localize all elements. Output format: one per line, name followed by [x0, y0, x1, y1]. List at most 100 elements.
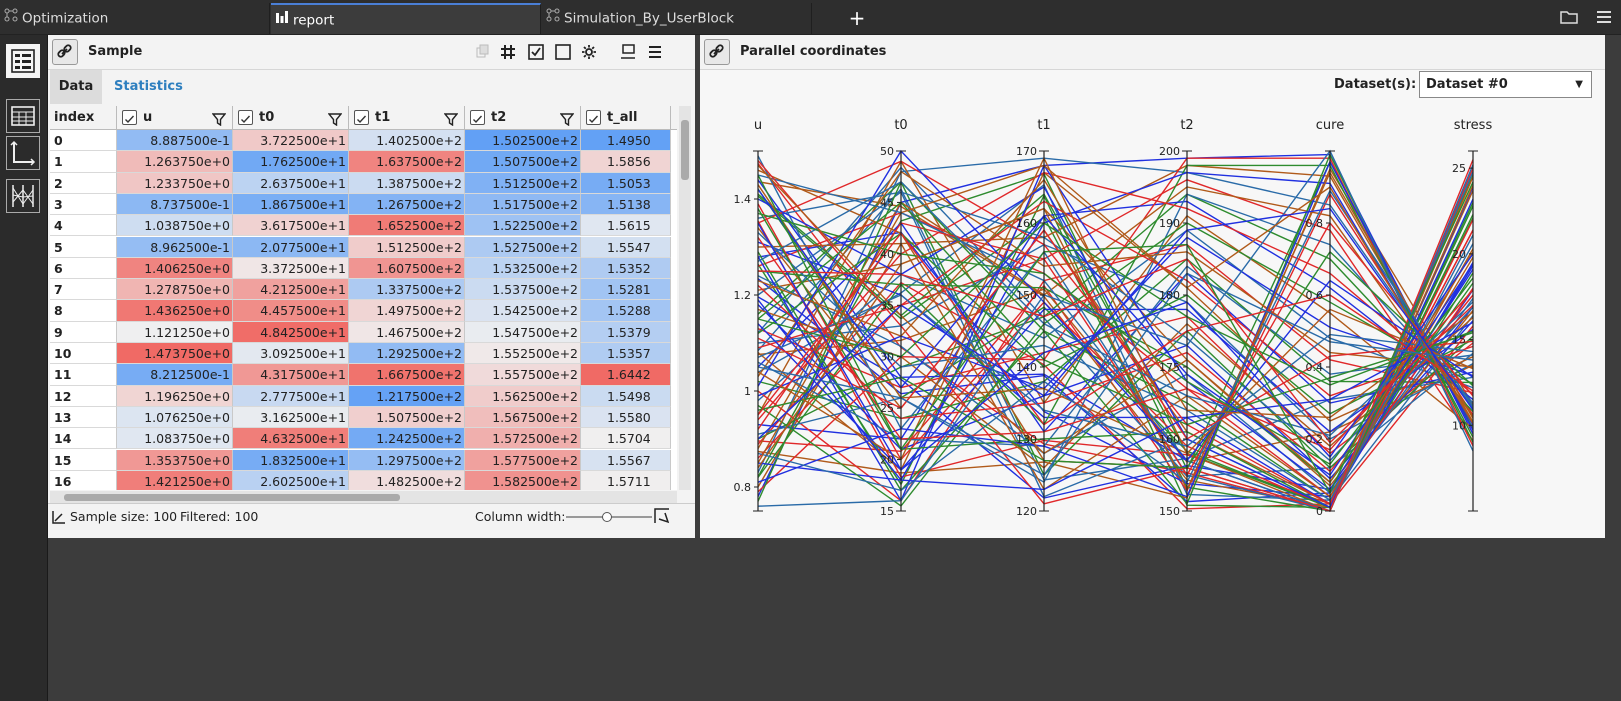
table-cell-t2: 1.507500e+2 — [465, 151, 581, 173]
filter-icon[interactable] — [327, 111, 343, 134]
tab-simulation[interactable]: Simulation_By_UserBlock — [542, 3, 812, 34]
tick-label: 25 — [880, 402, 894, 415]
sidebar-parallel-button[interactable] — [6, 179, 40, 213]
table-cell-t0: 2.077500e+1 — [233, 236, 349, 258]
table-cell-index: 12 — [50, 385, 117, 407]
horizontal-scrollbar[interactable] — [50, 491, 677, 503]
sidebar-report-button[interactable] — [6, 44, 40, 78]
column-width-slider[interactable] — [566, 512, 652, 522]
fit-width-icon[interactable] — [654, 508, 670, 531]
column-header-t0[interactable]: t0 — [233, 106, 349, 129]
data-line — [757, 207, 1474, 440]
table-cell-u: 1.121250e+0 — [117, 321, 233, 343]
hierarchy-icon — [4, 3, 18, 34]
check-icon — [125, 115, 135, 124]
table-row[interactable]: 16 1.421250e+0 2.602500e+1 1.482500e+2 1.582… — [50, 470, 677, 490]
table-cell-t0: 3.092500e+1 — [233, 343, 349, 365]
sidebar-scatter-button[interactable] — [6, 136, 40, 170]
scrollbar-thumb[interactable] — [64, 494, 400, 501]
slider-handle[interactable] — [602, 512, 612, 522]
column-checkbox[interactable] — [470, 110, 485, 125]
column-checkbox[interactable] — [586, 110, 601, 125]
table-cell-t-all: 1.5498 — [581, 385, 671, 407]
dataset-value: Dataset #0 — [1426, 77, 1508, 92]
filter-icon[interactable] — [559, 111, 575, 134]
table-row[interactable]: 7 1.278750e+0 4.212500e+1 1.337500e+2 1.5375… — [50, 279, 677, 301]
vertical-scrollbar[interactable] — [679, 106, 691, 490]
column-checkbox[interactable] — [238, 110, 253, 125]
tick-label: 25 — [1452, 162, 1466, 175]
tick-label: 35 — [880, 299, 894, 312]
folder-icon[interactable] — [1560, 9, 1578, 29]
table-cell-u: 1.353750e+0 — [117, 449, 233, 471]
column-header-t1[interactable]: t1 — [349, 106, 465, 129]
data-line — [757, 164, 1474, 488]
tab-optimization[interactable]: Optimization — [0, 3, 270, 34]
column-header-label: index — [54, 110, 95, 125]
table-row[interactable]: 1 1.263750e+0 1.762500e+1 1.637500e+2 1.5075… — [50, 151, 677, 173]
table-cell-t-all: 1.5288 — [581, 300, 671, 322]
column-checkbox[interactable] — [354, 110, 369, 125]
table-cell-t0: 1.832500e+1 — [233, 449, 349, 471]
filter-icon[interactable] — [443, 111, 459, 134]
resize-corner-icon[interactable] — [52, 509, 66, 531]
column-header-index[interactable]: index — [50, 106, 117, 129]
table-cell-t-all: 1.5615 — [581, 215, 671, 237]
table-row[interactable]: 14 1.083750e+0 4.632500e+1 1.242500e+2 1.572… — [50, 428, 677, 450]
table-cell-t0: 2.777500e+1 — [233, 385, 349, 407]
table-cell-t1: 1.667500e+2 — [349, 364, 465, 386]
data-line — [757, 171, 1474, 481]
table-row[interactable]: 0 8.887500e-1 3.722500e+1 1.402500e+2 1.5025… — [50, 130, 677, 152]
data-line — [757, 174, 1474, 495]
table-cell-u: 1.473750e+0 — [117, 343, 233, 365]
table-row[interactable]: 12 1.196250e+0 2.777500e+1 1.217500e+2 1.562… — [50, 385, 677, 407]
check-all-icon[interactable] — [528, 44, 544, 64]
detach-panel-icon[interactable] — [620, 44, 636, 64]
column-header-t2[interactable]: t2 — [465, 106, 581, 129]
table-row[interactable]: 2 1.233750e+0 2.637500e+1 1.387500e+2 1.5125… — [50, 172, 677, 194]
table-cell-t0: 4.317500e+1 — [233, 364, 349, 386]
table-row[interactable]: 10 1.473750e+0 3.092500e+1 1.292500e+2 1.552… — [50, 343, 677, 365]
table-cell-index: 6 — [50, 257, 117, 280]
table-row[interactable]: 8 1.436250e+0 4.457500e+1 1.497500e+2 1.5425… — [50, 300, 677, 322]
tick-label: 120 — [1016, 505, 1037, 518]
data-line — [757, 201, 1474, 426]
uncheck-all-icon[interactable] — [555, 44, 571, 64]
add-tab-button[interactable]: + — [848, 6, 866, 30]
data-line — [757, 299, 1474, 491]
dataset-select[interactable]: Dataset #0 ▼ — [1419, 71, 1592, 98]
hamburger-menu-icon[interactable] — [1596, 9, 1612, 29]
filter-icon[interactable] — [211, 111, 227, 134]
table-row[interactable]: 6 1.406250e+0 3.372500e+1 1.607500e+2 1.5325… — [50, 257, 677, 280]
table-cell-t-all: 1.5711 — [581, 470, 671, 490]
table-row[interactable]: 11 8.212500e-1 4.317500e+1 1.667500e+2 1.557… — [50, 364, 677, 386]
table-cell-u: 1.406250e+0 — [117, 257, 233, 280]
link-toggle-button[interactable] — [52, 39, 78, 65]
data-line — [757, 180, 1474, 477]
panel-menu-icon[interactable] — [648, 44, 662, 64]
table-row[interactable]: 3 8.737500e-1 1.867500e+1 1.267500e+2 1.5175… — [50, 193, 677, 216]
table-cell-t1: 1.467500e+2 — [349, 321, 465, 343]
sidebar-table-button[interactable] — [6, 99, 40, 133]
column-header-t-all[interactable]: t_all — [581, 106, 671, 129]
column-header-u[interactable]: u — [117, 106, 233, 129]
tick-label: 15 — [880, 505, 894, 518]
tick-label: 0 — [1316, 505, 1323, 518]
column-checkbox[interactable] — [122, 110, 137, 125]
table-row[interactable]: 4 1.038750e+0 3.617500e+1 1.652500e+2 1.5225… — [50, 215, 677, 237]
copy-icon[interactable] — [476, 44, 490, 64]
tab-statistics[interactable]: Statistics — [114, 79, 183, 94]
table-row[interactable]: 5 8.962500e-1 2.077500e+1 1.512500e+2 1.5275… — [50, 236, 677, 258]
settings-gear-icon[interactable] — [581, 44, 597, 64]
parallel-coordinates-chart[interactable]: u 0.8 1 1.2 1.4 t0 15 20 25 30 35 40 45 50 t1 120 130 140… — [700, 35, 1605, 538]
tab-data[interactable]: Data — [50, 70, 102, 104]
tick-label: 150 — [1016, 289, 1037, 302]
table-row[interactable]: 15 1.353750e+0 1.832500e+1 1.297500e+2 1.577… — [50, 449, 677, 471]
table-row[interactable]: 9 1.121250e+0 4.842500e+1 1.467500e+2 1.5475… — [50, 321, 677, 343]
scrollbar-thumb[interactable] — [681, 120, 689, 180]
table-cell-t2: 1.522500e+2 — [465, 215, 581, 237]
grid-hash-icon[interactable] — [500, 44, 516, 64]
link-toggle-button[interactable] — [704, 39, 730, 65]
tab-report[interactable]: report — [271, 3, 541, 34]
table-row[interactable]: 13 1.076250e+0 3.162500e+1 1.507500e+2 1.567… — [50, 406, 677, 429]
